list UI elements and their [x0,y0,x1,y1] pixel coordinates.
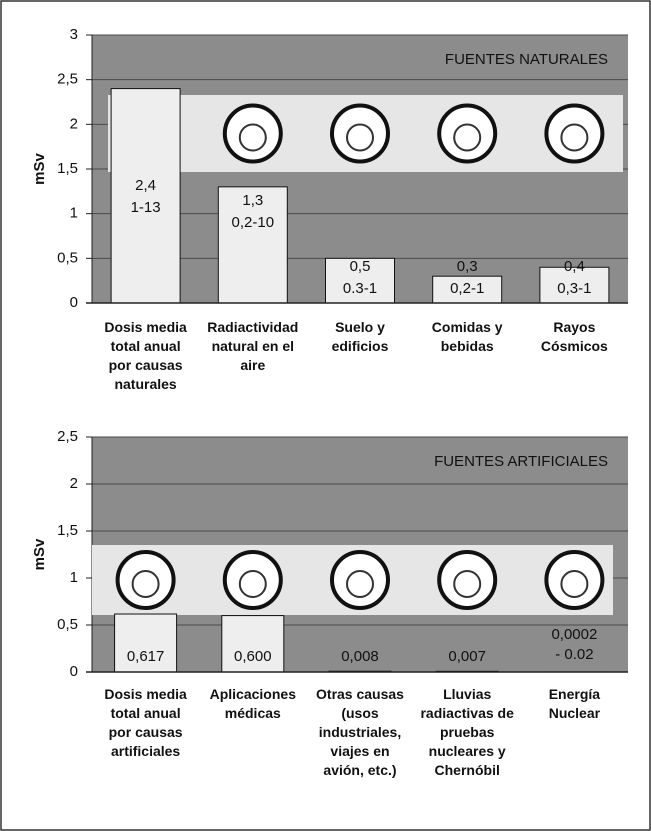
y-axis-title: mSv [31,153,48,185]
y-tick-label: 0,5 [57,249,78,266]
value-label: 0,600 [234,648,272,665]
x-tick-label: Suelo y edificios [305,318,415,356]
x-tick-label: Energía Nuclear [519,685,629,723]
value-label: 1,3 [242,192,263,209]
y-axis-title: mSv [31,538,48,570]
y-tick-label: 0 [70,294,78,311]
y-tick-label: 2,5 [57,71,78,88]
x-tick-label: Comidas y bebidas [412,318,522,356]
value-label: 0,007 [448,648,486,665]
icon [332,552,388,608]
annotation: FUENTES ARTIFICIALES [434,453,608,470]
annotation: FUENTES NATURALES [445,51,608,68]
y-tick-label: 2 [70,115,78,132]
icon [332,106,388,162]
y-tick-label: 0,5 [57,616,78,633]
icon [546,106,602,162]
x-tick-label: Dosis media total anual por causas artif… [91,685,201,761]
value-label: 0,4 [564,258,585,275]
y-tick-label: 1 [70,569,78,586]
icon [546,552,602,608]
value-label: 0,008 [341,648,379,665]
page: mSv 0 0,5 1 1,5 2 2,5 3 FUENTES NATURALES 2,4 1-13… [0,0,651,831]
range-label: 0,2-1 [450,280,484,297]
x-tick-label: Radiactividad natural en el aire [198,318,308,375]
value-label: 0,0002 [551,626,597,643]
value-label: 0,3 [457,258,478,275]
icon [439,552,495,608]
y-tick-label: 2 [70,475,78,492]
x-tick-label: Rayos Cósmicos [519,318,629,356]
icon [225,106,281,162]
value-label: 0,617 [127,648,165,665]
x-tick-label: Dosis media total anual por causas natur… [91,318,201,394]
icon [439,106,495,162]
bar [111,89,180,303]
y-tick-label: 2,5 [57,428,78,445]
range-label: 0.3-1 [343,280,377,297]
y-tick-label: 1,5 [57,160,78,177]
range-label: 0,2-10 [232,214,275,231]
x-tick-label: Aplicaciones médicas [198,685,308,723]
value-label: 0,5 [350,258,371,275]
value-label: 2,4 [135,177,156,194]
range-label: 1-13 [131,199,161,216]
y-tick-label: 1 [70,205,78,222]
y-tick-label: 1,5 [57,522,78,539]
x-tick-label: Lluvias radiactivas de pruebas nucleares… [412,685,522,780]
icon [118,552,174,608]
range-label: - 0.02 [555,646,593,663]
icon [225,552,281,608]
x-tick-label: Otras causas (usos industriales, viajes … [305,685,415,780]
y-tick-label: 0 [70,663,78,680]
range-label: 0,3-1 [557,280,591,297]
y-tick-label: 3 [70,26,78,43]
